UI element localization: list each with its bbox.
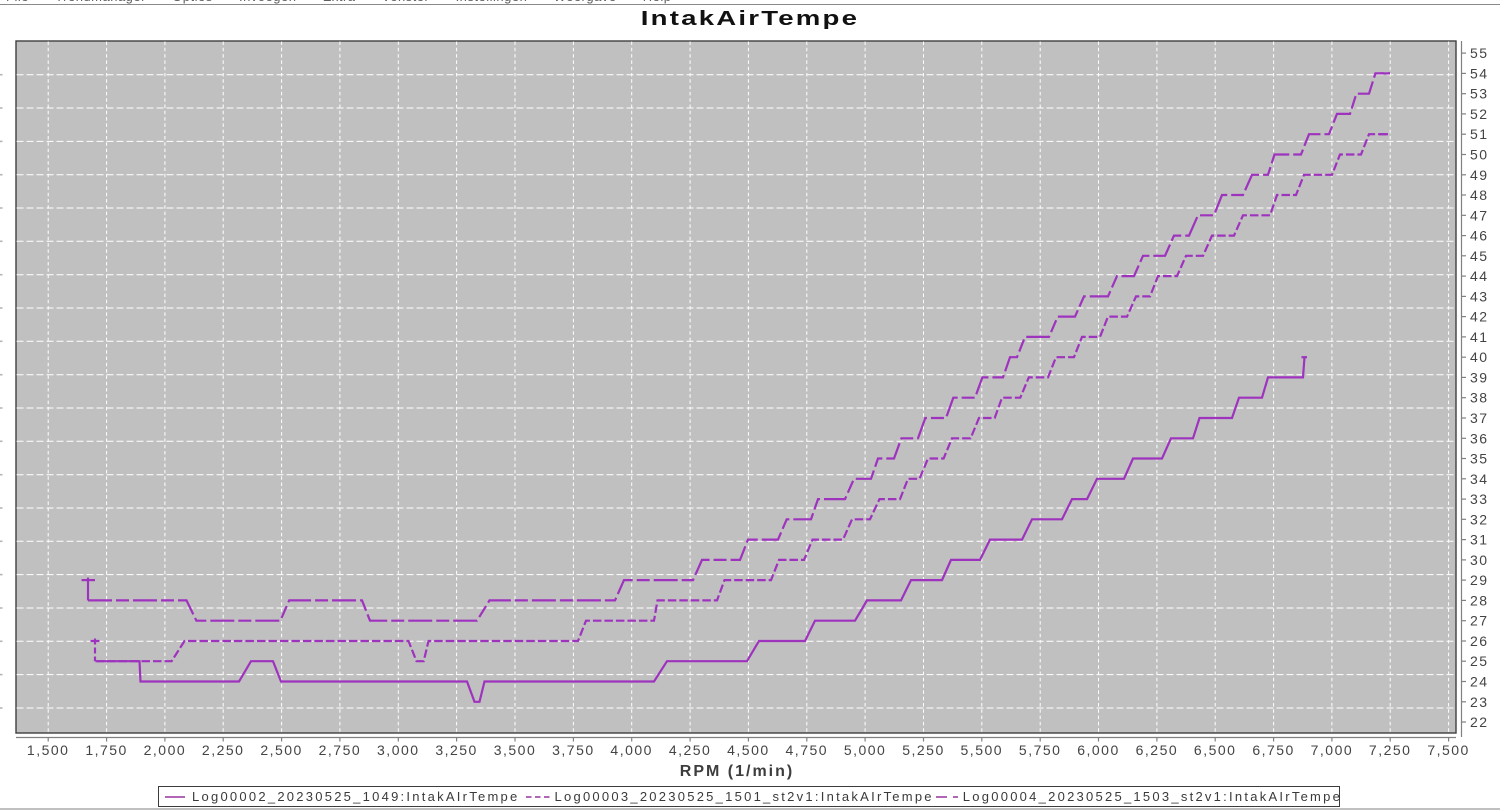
svg-text:37: 37	[1470, 410, 1489, 426]
svg-text:2,000: 2,000	[144, 742, 187, 758]
svg-text:44: 44	[1470, 268, 1489, 284]
svg-text:1,750: 1,750	[85, 742, 128, 758]
svg-text:46: 46	[1470, 228, 1489, 244]
svg-text:3,250: 3,250	[435, 742, 478, 758]
svg-text:38: 38	[1470, 390, 1489, 406]
svg-text:48: 48	[1470, 187, 1489, 203]
svg-text:30: 30	[1470, 552, 1489, 568]
svg-text:53: 53	[1470, 86, 1489, 102]
svg-text:RPM (1/min): RPM (1/min)	[680, 763, 794, 780]
svg-text:32: 32	[1470, 511, 1489, 527]
svg-text:47: 47	[1470, 207, 1489, 223]
svg-text:36: 36	[1470, 430, 1489, 446]
svg-text:7,000: 7,000	[1311, 742, 1354, 758]
svg-text:25: 25	[1470, 653, 1489, 669]
svg-text:45: 45	[1470, 248, 1489, 264]
svg-text:4,500: 4,500	[727, 742, 770, 758]
svg-text:22: 22	[1470, 714, 1489, 730]
svg-text:6,250: 6,250	[1136, 742, 1179, 758]
svg-text:43: 43	[1470, 288, 1489, 304]
svg-text:54: 54	[1470, 65, 1489, 81]
svg-text:42: 42	[1470, 309, 1489, 325]
svg-text:4,000: 4,000	[610, 742, 653, 758]
svg-text:7,250: 7,250	[1369, 742, 1412, 758]
svg-text:39: 39	[1470, 369, 1489, 385]
svg-text:24: 24	[1470, 674, 1489, 690]
svg-text:7,500: 7,500	[1427, 742, 1470, 758]
svg-text:3,750: 3,750	[552, 742, 595, 758]
svg-text:5,500: 5,500	[961, 742, 1004, 758]
svg-text:2,500: 2,500	[260, 742, 303, 758]
svg-text:29: 29	[1470, 572, 1489, 588]
svg-text:50: 50	[1470, 147, 1489, 163]
svg-text:40: 40	[1470, 349, 1489, 365]
svg-text:2,250: 2,250	[202, 742, 245, 758]
svg-text:5,000: 5,000	[844, 742, 887, 758]
svg-text:4,750: 4,750	[786, 742, 829, 758]
svg-text:35: 35	[1470, 451, 1489, 467]
svg-text:1,500: 1,500	[27, 742, 70, 758]
svg-text:34: 34	[1470, 471, 1489, 487]
svg-text:3,500: 3,500	[494, 742, 537, 758]
svg-text:27: 27	[1470, 613, 1489, 629]
svg-text:5,250: 5,250	[902, 742, 945, 758]
svg-text:6,750: 6,750	[1252, 742, 1295, 758]
svg-text:51: 51	[1470, 126, 1489, 142]
svg-text:6,000: 6,000	[1077, 742, 1120, 758]
svg-text:31: 31	[1470, 532, 1489, 548]
svg-text:23: 23	[1470, 694, 1489, 710]
svg-text:41: 41	[1470, 329, 1489, 345]
svg-text:4,250: 4,250	[669, 742, 712, 758]
svg-text:28: 28	[1470, 592, 1489, 608]
svg-text:33: 33	[1470, 491, 1489, 507]
svg-text:3,000: 3,000	[377, 742, 420, 758]
svg-text:6,500: 6,500	[1194, 742, 1237, 758]
svg-text:26: 26	[1470, 633, 1489, 649]
svg-text:49: 49	[1470, 167, 1489, 183]
svg-text:52: 52	[1470, 106, 1489, 122]
svg-text:5,750: 5,750	[1019, 742, 1062, 758]
svg-text:55: 55	[1470, 45, 1489, 61]
svg-text:2,750: 2,750	[319, 742, 362, 758]
